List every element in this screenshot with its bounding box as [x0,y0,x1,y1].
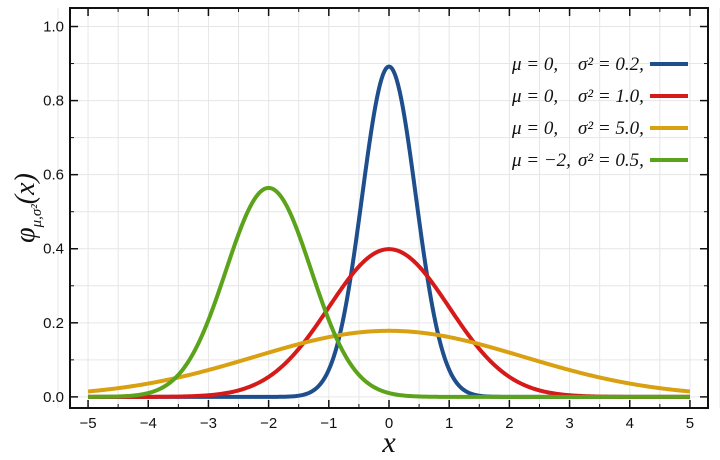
x-tick-label: −2 [260,415,277,432]
y-tick-label: 0.8 [43,93,64,110]
y-axis-label: φμ,σ²(x) [10,173,45,243]
y-tick-label: 0.2 [43,315,64,332]
curves [87,64,691,399]
y-tick-label: 0.0 [43,389,64,406]
series-line-3 [87,328,691,394]
legend-mu-label: μ = 0, [511,54,558,75]
x-tick-label: 4 [626,415,634,432]
legend-sigma-label: σ² = 5.0, [578,118,644,139]
y-label-sub: μ,σ² [29,204,45,229]
legend-sigma-label: σ² = 1.0, [578,86,644,107]
x-tick-label: −1 [320,415,337,432]
x-axis-label: x [381,426,396,459]
x-tick-label: −3 [200,415,217,432]
legend-sigma-label: σ² = 0.2, [578,54,644,75]
y-label-base: φ [10,227,41,243]
legend-mu-label: μ = −2, [511,150,571,171]
x-tick-label: 3 [565,415,573,432]
y-tick-label: 0.4 [43,241,64,258]
x-tick-label: −4 [140,415,157,432]
y-tick-label: 1.0 [43,19,64,36]
series-line-4 [87,185,691,399]
x-tick-label: 1 [445,415,453,432]
y-label-arg: (x) [10,173,41,204]
legend: μ = 0, σ² = 0.2, μ = 0, σ² = 1.0, μ = 0, σ² =… [511,54,688,171]
legend-mu-label: μ = 0, [511,86,558,107]
x-tick-label: −5 [80,415,97,432]
legend-sigma-label: σ² = 0.5, [578,150,644,171]
x-tick-label: 0 [385,415,393,432]
x-tick-label: 2 [505,415,513,432]
ticks: −5 −4 −3 −2 −1 0 1 2 3 4 5 0.0 0.2 0.4 0.6 0.8 1.0 [43,8,708,432]
x-tick-label: 5 [686,415,694,432]
legend-mu-label: μ = 0, [511,118,558,139]
y-axis-label-text: φμ,σ²(x) [10,173,45,243]
y-tick-label: 0.6 [43,167,64,184]
